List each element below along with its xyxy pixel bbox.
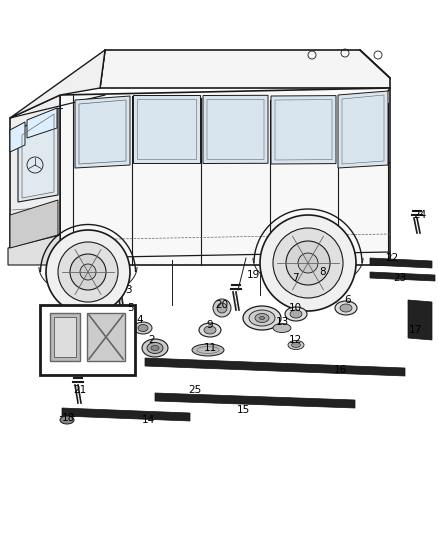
Polygon shape (60, 88, 390, 265)
Text: 14: 14 (141, 415, 155, 425)
Ellipse shape (142, 339, 168, 357)
Polygon shape (271, 95, 336, 164)
Text: 11: 11 (203, 343, 217, 353)
Circle shape (273, 228, 343, 298)
Ellipse shape (340, 304, 352, 312)
Text: 7: 7 (292, 273, 298, 283)
Circle shape (286, 241, 330, 285)
Polygon shape (370, 258, 432, 268)
Polygon shape (155, 393, 355, 408)
Text: 15: 15 (237, 405, 250, 415)
Text: 3: 3 (125, 285, 131, 295)
Ellipse shape (292, 343, 300, 348)
Bar (54, 317, 76, 357)
Text: 9: 9 (207, 320, 213, 330)
Text: 21: 21 (74, 385, 87, 395)
Circle shape (46, 230, 130, 314)
Polygon shape (133, 95, 200, 163)
Text: 24: 24 (413, 210, 427, 220)
Circle shape (260, 215, 356, 311)
Ellipse shape (134, 322, 152, 334)
Circle shape (70, 254, 106, 290)
Polygon shape (27, 108, 57, 138)
Bar (87, 313, 125, 361)
Text: 2: 2 (148, 335, 155, 345)
Polygon shape (18, 108, 58, 202)
Ellipse shape (290, 310, 302, 318)
Text: 13: 13 (276, 317, 289, 327)
Polygon shape (370, 272, 435, 281)
Circle shape (217, 303, 227, 313)
Ellipse shape (151, 345, 159, 351)
Polygon shape (75, 96, 130, 168)
Ellipse shape (243, 306, 281, 330)
Polygon shape (203, 95, 268, 164)
Ellipse shape (204, 326, 216, 334)
Ellipse shape (199, 323, 221, 337)
Polygon shape (100, 50, 390, 88)
Ellipse shape (124, 313, 130, 317)
Polygon shape (10, 122, 25, 152)
Text: 19: 19 (246, 270, 260, 280)
Ellipse shape (273, 324, 291, 333)
Circle shape (298, 253, 318, 273)
Ellipse shape (255, 313, 269, 322)
Text: 18: 18 (61, 413, 74, 423)
Text: 5: 5 (127, 303, 133, 313)
Ellipse shape (249, 310, 275, 326)
Text: 16: 16 (333, 365, 346, 375)
Circle shape (213, 299, 231, 317)
Bar (50, 313, 80, 361)
Polygon shape (10, 200, 58, 248)
Ellipse shape (192, 344, 224, 356)
Text: 6: 6 (345, 295, 351, 305)
Text: 8: 8 (320, 267, 326, 277)
Ellipse shape (288, 341, 304, 350)
Circle shape (80, 264, 96, 280)
Text: 4: 4 (137, 315, 143, 325)
Text: 17: 17 (408, 325, 422, 335)
Polygon shape (10, 50, 105, 118)
Polygon shape (408, 300, 432, 340)
Text: 25: 25 (188, 385, 201, 395)
Ellipse shape (285, 307, 307, 321)
Polygon shape (338, 91, 388, 168)
Polygon shape (8, 235, 60, 265)
Ellipse shape (147, 343, 163, 353)
Polygon shape (145, 358, 405, 376)
Polygon shape (10, 95, 60, 265)
Text: 10: 10 (289, 303, 301, 313)
Ellipse shape (138, 325, 148, 332)
Ellipse shape (60, 416, 74, 424)
Text: 20: 20 (215, 300, 229, 310)
Ellipse shape (259, 317, 265, 319)
Bar (40, 305, 135, 375)
Text: 12: 12 (288, 335, 302, 345)
Text: 22: 22 (385, 253, 399, 263)
Circle shape (58, 242, 118, 302)
Polygon shape (62, 408, 190, 421)
Ellipse shape (335, 301, 357, 315)
Text: 23: 23 (393, 273, 406, 283)
Ellipse shape (121, 311, 133, 319)
